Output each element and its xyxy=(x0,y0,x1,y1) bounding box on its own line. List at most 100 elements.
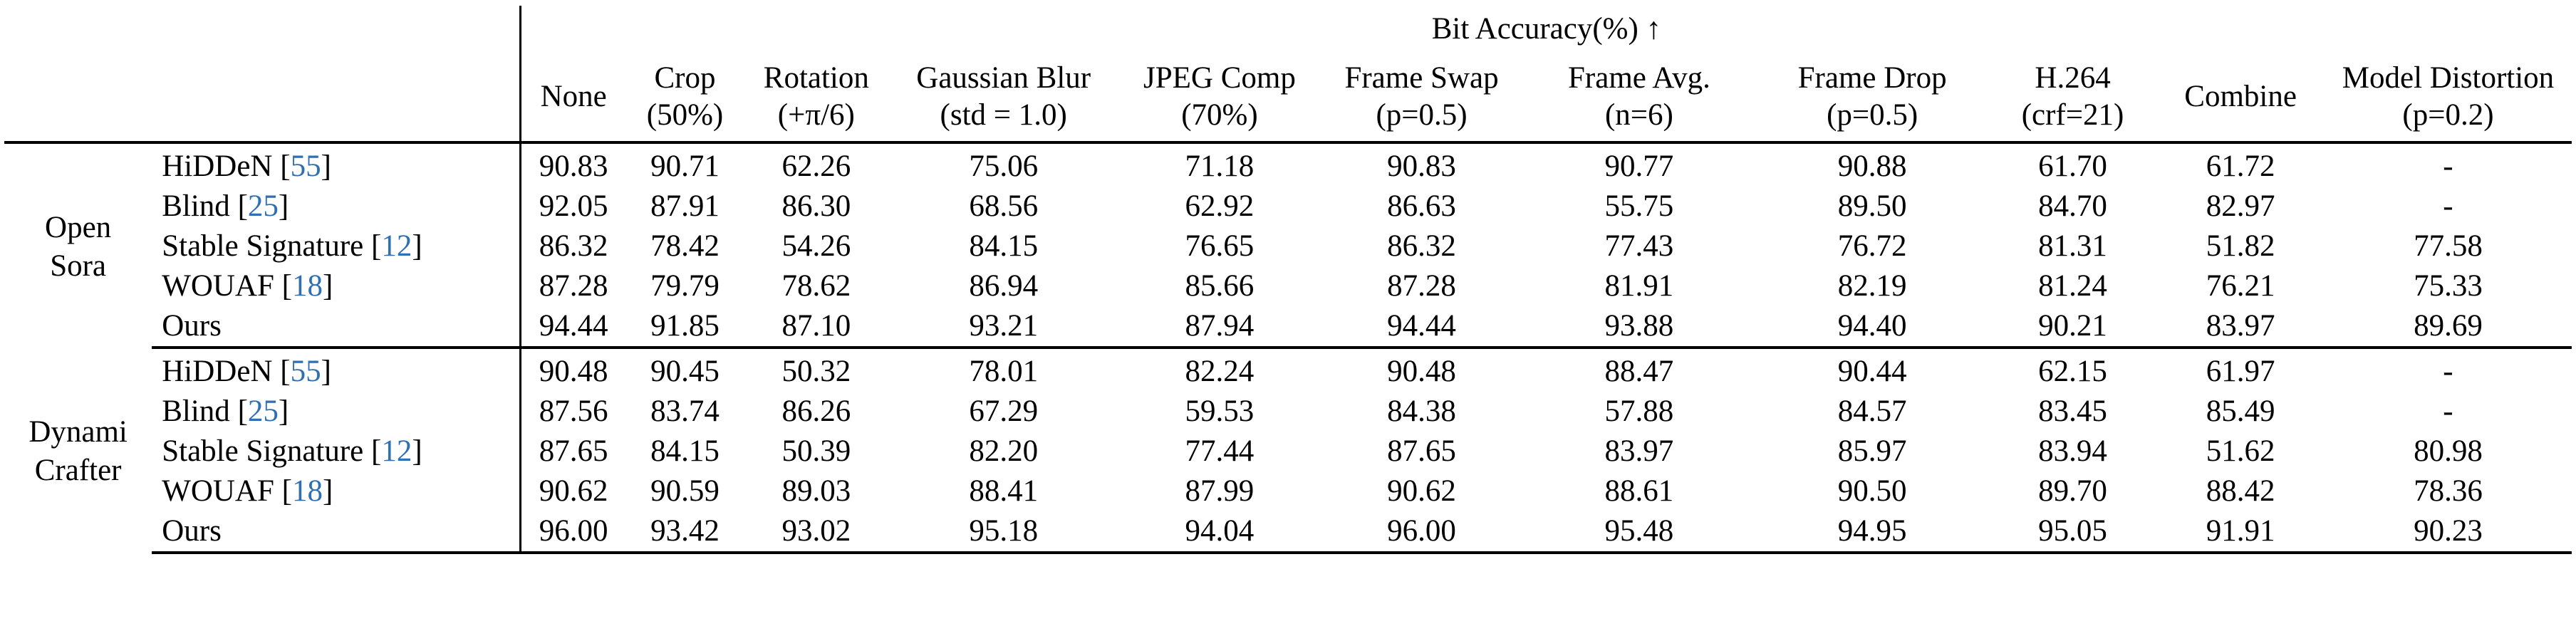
value-cell: 90.48 xyxy=(539,354,608,388)
value-cell: 82.24 xyxy=(1185,354,1255,388)
value-cell: 62.26 xyxy=(781,149,851,183)
method-name: WOUAF [18] xyxy=(152,266,521,306)
value-cell: 77.44 xyxy=(1185,434,1255,468)
value-cell: 86.94 xyxy=(969,269,1039,303)
value-cell: 83.97 xyxy=(1604,434,1674,468)
value-cell: 90.62 xyxy=(1387,474,1456,508)
value-cell: 81.91 xyxy=(1604,269,1674,303)
citation-link[interactable]: 12 xyxy=(381,434,412,468)
value-cell: 87.99 xyxy=(1185,474,1255,508)
table-body: Open Sora HiDDeN [55] 90.83 90.71 62.26 75.06 7… xyxy=(4,142,2572,554)
value-cell: 78.62 xyxy=(781,269,851,303)
value-cell: 90.21 xyxy=(1988,306,2157,349)
value-cell: - xyxy=(2443,394,2453,428)
table-row: WOUAF [18] 90.62 90.59 89.03 88.41 87.99 90.62… xyxy=(4,471,2572,511)
value-cell: 75.33 xyxy=(2414,269,2483,303)
value-cell: 87.28 xyxy=(539,269,608,303)
value-cell: 62.15 xyxy=(2038,354,2107,388)
value-cell: 86.63 xyxy=(1387,189,1456,223)
table-row: Stable Signature [12] 87.65 84.15 50.39 82.2… xyxy=(4,432,2572,471)
col-header: JPEG Comp (70%) xyxy=(1118,53,1321,144)
value-cell: 90.44 xyxy=(1837,354,1907,388)
method-name: Ours xyxy=(152,511,521,554)
value-cell: 82.20 xyxy=(969,434,1039,468)
value-cell: 57.88 xyxy=(1604,394,1674,428)
value-cell: 88.42 xyxy=(2206,474,2275,508)
value-cell: 77.43 xyxy=(1604,229,1674,263)
value-cell: 86.30 xyxy=(781,189,851,223)
value-cell: 75.06 xyxy=(969,149,1039,183)
value-cell: 62.92 xyxy=(1185,189,1255,223)
value-cell: 87.65 xyxy=(539,434,608,468)
value-cell: 90.23 xyxy=(2324,511,2572,554)
value-cell: 91.91 xyxy=(2156,511,2325,554)
value-cell: - xyxy=(2443,149,2453,183)
block-label: Dynami Crafter xyxy=(28,415,128,487)
value-cell: 67.29 xyxy=(969,394,1039,428)
citation-link[interactable]: 18 xyxy=(291,269,323,303)
value-cell: 83.45 xyxy=(2038,394,2107,428)
value-cell: 88.47 xyxy=(1604,354,1674,388)
value-cell: 96.00 xyxy=(1320,511,1523,554)
col-header: Combine xyxy=(2156,53,2325,144)
value-cell: 82.97 xyxy=(2206,189,2275,223)
value-cell: 78.01 xyxy=(969,354,1039,388)
table-row: Stable Signature [12] 86.32 78.42 54.26 84.1… xyxy=(4,226,2572,266)
col-header: Gaussian Blur (std = 1.0) xyxy=(888,53,1119,144)
value-cell: 77.58 xyxy=(2414,229,2483,263)
value-cell: 94.95 xyxy=(1755,511,1989,554)
method-name: HiDDeN [55] xyxy=(152,142,521,187)
value-cell: 90.59 xyxy=(650,474,720,508)
value-cell: 93.21 xyxy=(888,306,1119,349)
value-cell: 93.02 xyxy=(744,511,889,554)
value-cell: 54.26 xyxy=(781,229,851,263)
value-cell: 93.42 xyxy=(625,511,744,554)
table-row: Dynami Crafter HiDDeN [55] 90.48 90.45 50.32 7… xyxy=(4,348,2572,487)
value-cell: 89.50 xyxy=(1837,189,1907,223)
col-header: Rotation (+π/6) xyxy=(744,53,889,144)
value-cell: 95.05 xyxy=(1988,511,2157,554)
col-header: None xyxy=(520,53,626,144)
value-cell: 50.39 xyxy=(781,434,851,468)
value-cell: 78.42 xyxy=(650,229,720,263)
value-cell: 89.69 xyxy=(2324,306,2572,349)
column-header-row: None Crop (50%) Rotation (+π/6) Gaussian B… xyxy=(4,53,2572,144)
citation-link[interactable]: 25 xyxy=(247,394,279,428)
value-cell: 76.21 xyxy=(2206,269,2275,303)
block-label: Open Sora xyxy=(45,211,112,283)
value-cell: 87.94 xyxy=(1118,306,1321,349)
col-header: H.264 (crf=21) xyxy=(1988,53,2157,144)
value-cell: - xyxy=(2443,354,2453,388)
citation-link[interactable]: 55 xyxy=(290,149,321,183)
value-cell: 96.00 xyxy=(520,511,626,554)
value-cell: 86.32 xyxy=(1387,229,1456,263)
citation-link[interactable]: 25 xyxy=(247,189,279,223)
value-cell: 95.18 xyxy=(888,511,1119,554)
value-cell: 87.10 xyxy=(744,306,889,349)
value-cell: 90.88 xyxy=(1837,149,1907,183)
method-name: Blind [25] xyxy=(152,187,521,226)
value-cell: 83.74 xyxy=(650,394,720,428)
value-cell: 89.70 xyxy=(2038,474,2107,508)
citation-link[interactable]: 55 xyxy=(290,354,321,388)
citation-link[interactable]: 18 xyxy=(291,474,323,508)
table-row: Blind [25] 92.05 87.91 86.30 68.56 62.92 86.63… xyxy=(4,187,2572,226)
value-cell: 90.48 xyxy=(1387,354,1456,388)
value-cell: 55.75 xyxy=(1604,189,1674,223)
method-name: WOUAF [18] xyxy=(152,471,521,511)
method-name: Ours xyxy=(152,306,521,349)
value-cell: 86.32 xyxy=(539,229,608,263)
value-cell: 83.97 xyxy=(2156,306,2325,349)
value-cell: 51.82 xyxy=(2206,229,2275,263)
value-cell: 90.83 xyxy=(539,149,608,183)
value-cell: 90.45 xyxy=(650,354,720,388)
value-cell: 89.03 xyxy=(781,474,851,508)
value-cell: 84.70 xyxy=(2038,189,2107,223)
col-header: Model Distortion (p=0.2) xyxy=(2324,53,2572,144)
value-cell: 81.24 xyxy=(2038,269,2107,303)
group-header: Bit Accuracy(%) ↑ xyxy=(1431,11,1662,46)
citation-link[interactable]: 12 xyxy=(381,229,412,263)
value-cell: 71.18 xyxy=(1185,149,1255,183)
value-cell: 83.94 xyxy=(2038,434,2107,468)
value-cell: 68.56 xyxy=(969,189,1039,223)
